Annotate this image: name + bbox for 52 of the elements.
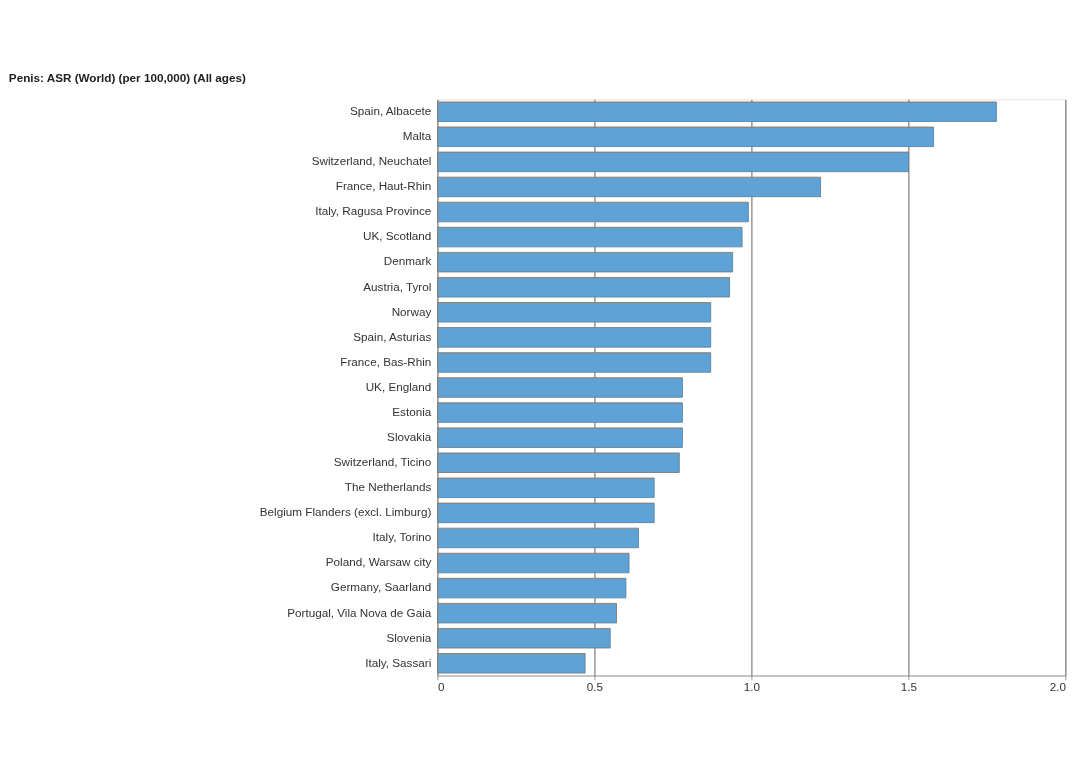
y-tick-label: Switzerland, Ticino — [333, 455, 432, 469]
x-tick-label: 1.5 — [900, 680, 918, 694]
y-tick-label: France, Haut-Rhin — [335, 179, 432, 193]
y-tick-label: Denmark — [383, 254, 432, 268]
x-tick-label: 0.5 — [586, 680, 604, 694]
bar — [437, 352, 712, 373]
bar — [437, 176, 821, 198]
y-tick-label: Italy, Ragusa Province — [315, 204, 432, 218]
bar — [437, 377, 683, 398]
bar — [437, 251, 734, 273]
bar — [437, 577, 627, 599]
bar — [437, 427, 683, 448]
bar — [437, 452, 680, 473]
y-tick-label: France, Bas-Rhin — [340, 354, 432, 368]
y-tick-label: Slovenia — [386, 630, 432, 644]
y-tick-label: Belgium Flanders (excl. Limburg) — [259, 505, 432, 519]
x-tick-label: 2.0 — [1049, 680, 1067, 694]
bar — [437, 151, 909, 173]
bar — [437, 277, 730, 298]
y-tick-label: Austria, Tyrol — [363, 279, 432, 293]
bar — [437, 628, 611, 649]
y-tick-label: Estonia — [392, 404, 432, 418]
bar — [437, 653, 586, 674]
bar — [437, 402, 683, 423]
y-tick-label: Portugal, Vila Nova de Gaia — [287, 605, 432, 619]
y-tick-label: Spain, Albacete — [350, 104, 432, 118]
y-tick-label: Italy, Torino — [372, 530, 432, 544]
bar — [437, 126, 935, 147]
text: Penis: ASR (World) (per 100,000) (All ages) — [8, 70, 247, 84]
bar — [437, 101, 997, 122]
y-tick-label: Germany, Saarland — [330, 580, 432, 594]
y-tick-label: Poland, Warsaw city — [325, 555, 432, 569]
bar — [437, 201, 749, 223]
bar — [437, 327, 712, 348]
bar — [437, 302, 712, 323]
x-tick-label: 1.0 — [743, 680, 761, 694]
y-tick-label: The Netherlands — [344, 480, 432, 494]
y-tick-label: UK, England — [365, 379, 432, 393]
bar — [437, 602, 617, 624]
bar — [437, 477, 655, 498]
y-tick-label: Malta — [402, 129, 432, 143]
y-tick-label: Spain, Asturias — [353, 329, 432, 343]
y-tick-label: Norway — [391, 304, 432, 318]
y-tick-label: Slovakia — [387, 430, 432, 443]
y-tick-label: UK, Scotland — [363, 229, 432, 243]
y-tick-label: Switzerland, Neuchatel — [311, 154, 432, 168]
bar — [437, 527, 639, 549]
bar — [437, 552, 630, 574]
y-tick-label: Italy, Sassari — [365, 655, 432, 669]
bar — [437, 226, 743, 248]
bar — [437, 502, 655, 524]
x-tick-label: 0 — [437, 680, 445, 694]
